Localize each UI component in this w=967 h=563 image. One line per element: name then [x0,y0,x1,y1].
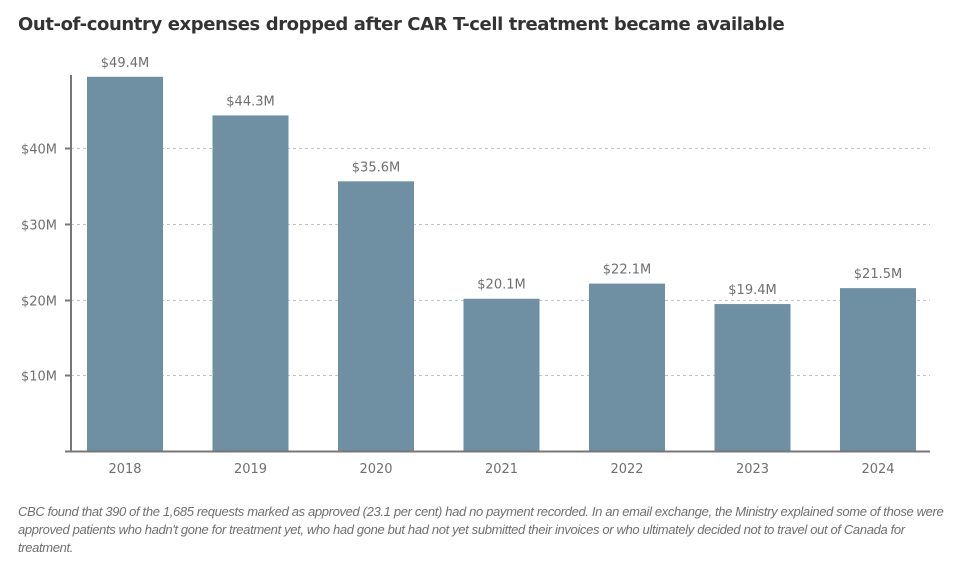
bar-2022 [589,283,665,451]
bars [87,76,916,452]
chart-footnote: CBC found that 390 of the 1,685 requests… [18,504,944,555]
y-tick-label: $30M [21,219,57,234]
bar-value-label: $49.4M [101,56,149,71]
x-tick-label: 2020 [359,462,392,477]
bar-2024 [840,288,916,451]
bar-value-label: $21.5M [854,267,902,282]
x-tick-label: 2022 [610,462,643,477]
bar-2019 [212,115,289,452]
x-tick-label: 2018 [108,462,141,477]
y-tick-label: $40M [21,143,57,158]
bar-2021 [463,298,540,451]
x-tick-label: 2019 [234,462,267,477]
x-axis-ticks: 2018 2019 2020 2021 2022 2023 2024 [108,462,894,477]
bar-chart: $49.4M $44.3M $35.6M $20.1M $22.1M $19.4M $21.… [21,56,930,477]
bar-value-label: $44.3M [226,94,274,109]
bar-value-labels: $49.4M $44.3M $35.6M $20.1M $22.1M $19.4M $21.… [101,56,902,298]
bar-value-label: $19.4M [728,283,776,298]
bar-value-label: $35.6M [352,160,400,175]
x-tick-label: 2023 [736,462,769,477]
bar-value-label: $20.1M [477,278,525,293]
x-tick-label: 2024 [861,462,894,477]
axes [65,75,930,453]
bar-value-label: $22.1M [603,263,651,278]
chart-title: Out-of-country expenses dropped after CA… [18,14,785,35]
bar-2023 [714,304,791,451]
bar-2018 [87,76,163,452]
y-tick-label: $10M [21,370,57,385]
y-axis-ticks: $10M $20M $30M $40M [21,143,71,385]
x-tick-label: 2021 [485,462,518,477]
y-tick-label: $20M [21,295,57,310]
bar-2020 [338,181,414,451]
